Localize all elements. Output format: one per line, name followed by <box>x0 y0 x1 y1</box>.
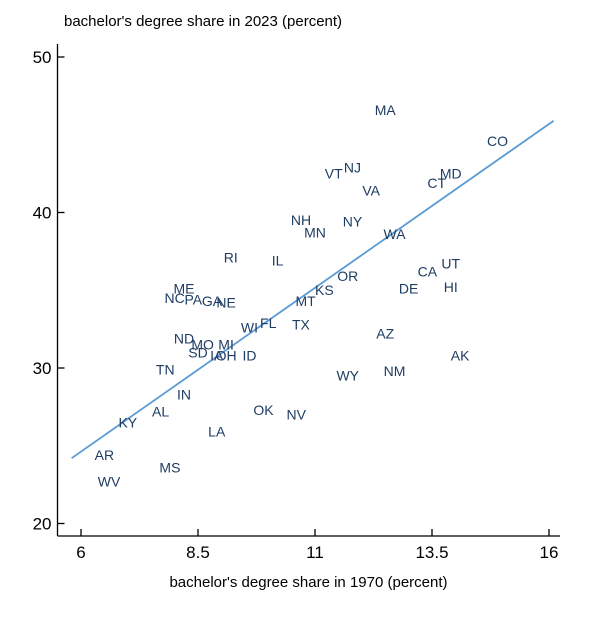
state-label-WY: WY <box>336 368 359 384</box>
state-label-TN: TN <box>156 361 175 377</box>
state-label-MO: MO <box>191 337 214 353</box>
state-label-TX: TX <box>292 316 311 332</box>
state-label-IL: IL <box>272 253 284 269</box>
state-label-MS: MS <box>159 459 180 475</box>
state-label-AL: AL <box>152 403 169 419</box>
state-label-LA: LA <box>208 424 226 440</box>
state-label-PA: PA <box>184 291 202 307</box>
y-axis-tick-label: 20 <box>33 514 52 533</box>
fit-line <box>71 120 555 459</box>
state-label-CA: CA <box>418 263 438 279</box>
state-label-DE: DE <box>399 281 418 297</box>
state-label-IN: IN <box>177 386 191 402</box>
x-axis-tick-label: 8.5 <box>186 543 210 562</box>
y-axis-tick-label: 40 <box>33 203 52 222</box>
y-axis-title: bachelor's degree share in 2023 (percent… <box>64 13 343 30</box>
state-label-WA: WA <box>384 226 407 242</box>
state-label-SD: SD <box>188 344 207 360</box>
y-axis-tick-label: 30 <box>33 359 52 378</box>
state-label-ID: ID <box>242 347 256 363</box>
state-label-IA: IA <box>210 347 224 363</box>
state-label-MD: MD <box>440 166 462 182</box>
state-label-VT: VT <box>325 166 343 182</box>
x-axis-tick-label: 13.5 <box>415 543 448 562</box>
state-label-NC: NC <box>164 290 184 306</box>
state-label-NJ: NJ <box>344 159 361 175</box>
state-label-OK: OK <box>253 402 274 418</box>
state-label-MN: MN <box>304 225 326 241</box>
state-label-OR: OR <box>337 268 358 284</box>
state-label-GA: GA <box>202 293 223 309</box>
x-axis-tick-label: 11 <box>306 543 324 562</box>
state-label-WV: WV <box>98 473 121 489</box>
state-label-RI: RI <box>224 249 238 265</box>
x-axis-title: bachelor's degree share in 1970 (percent… <box>169 574 448 591</box>
state-label-WI: WI <box>241 319 258 335</box>
state-label-AR: AR <box>95 447 114 463</box>
state-label-NV: NV <box>287 407 307 423</box>
state-label-CT: CT <box>427 175 446 191</box>
state-label-NH: NH <box>291 212 311 228</box>
y-axis-tick-label: 50 <box>33 48 52 67</box>
state-label-NE: NE <box>216 295 235 311</box>
state-label-MI: MI <box>218 337 234 353</box>
state-label-UT: UT <box>441 256 460 272</box>
state-label-VA: VA <box>362 183 380 199</box>
state-label-FL: FL <box>260 315 277 331</box>
state-label-AZ: AZ <box>376 326 394 342</box>
state-label-KS: KS <box>315 282 334 298</box>
state-label-HI: HI <box>444 279 458 295</box>
state-label-MA: MA <box>375 102 397 118</box>
state-label-AK: AK <box>451 347 470 363</box>
state-label-ND: ND <box>174 330 194 346</box>
state-label-ME: ME <box>173 281 194 297</box>
state-label-MT: MT <box>296 293 317 309</box>
state-label-NY: NY <box>343 214 363 230</box>
state-label-OH: OH <box>216 347 237 363</box>
state-label-CO: CO <box>487 133 508 149</box>
state-label-NM: NM <box>384 363 406 379</box>
state-label-KY: KY <box>118 414 137 430</box>
x-axis-tick-label: 6 <box>76 543 85 562</box>
x-axis-tick-label: 16 <box>540 543 559 562</box>
